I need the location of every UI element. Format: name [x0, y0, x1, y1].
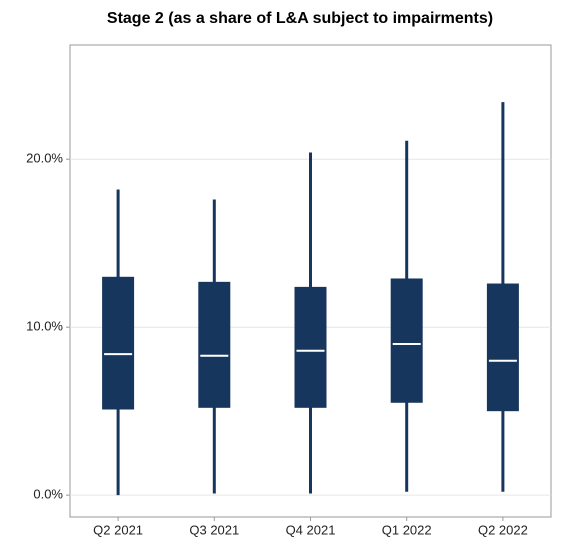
box	[390, 278, 423, 403]
x-tick-label: Q4 2021	[286, 522, 336, 537]
box	[486, 283, 519, 412]
x-tick-label: Q1 2022	[382, 522, 432, 537]
x-tick-label: Q2 2022	[478, 522, 528, 537]
x-tick-label: Q2 2021	[93, 522, 143, 537]
y-tick-label: 10.0%	[26, 319, 63, 334]
box	[198, 281, 231, 408]
box	[102, 276, 135, 410]
y-tick-label: 0.0%	[33, 487, 63, 502]
box	[294, 286, 327, 408]
chart-title: Stage 2 (as a share of L&A subject to im…	[107, 10, 493, 27]
y-tick-label: 20.0%	[26, 151, 63, 166]
x-tick-label: Q3 2021	[189, 522, 239, 537]
